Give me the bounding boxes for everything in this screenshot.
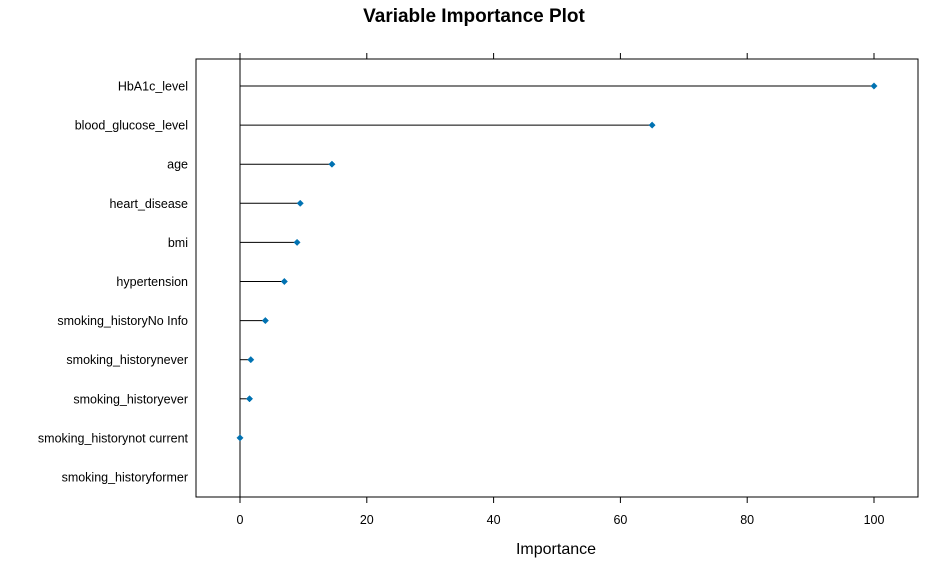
category-label-blood-glucose-level: blood_glucose_level (75, 119, 188, 133)
x-tick-label-40: 40 (487, 513, 501, 527)
point-hypertension (280, 277, 288, 286)
category-label-smoking-historyever: smoking_historyever (73, 392, 188, 406)
category-label-bmi: bmi (168, 236, 188, 250)
point-smoking-historynot-current (236, 434, 244, 442)
point-smoking-historyno-info (261, 317, 269, 325)
point-smoking-historynever (247, 356, 255, 364)
point-age (328, 160, 336, 168)
point-hba1c-level (870, 82, 878, 90)
chart-title: Variable Importance Plot (363, 6, 585, 27)
category-label-hba1c-level: HbA1c_level (118, 80, 188, 94)
point-smoking-historyever (245, 395, 254, 403)
x-tick-label-100: 100 (864, 513, 885, 527)
point-blood-glucose-level (648, 121, 656, 129)
x-tick-label-60: 60 (613, 513, 627, 527)
x-tick-label-20: 20 (360, 513, 374, 527)
category-label-smoking-historyformer: smoking_historyformer (62, 471, 188, 485)
lollipop-points (236, 82, 878, 442)
point-bmi (293, 238, 301, 246)
plot-frame (195, 58, 919, 498)
x-tick-label-0: 0 (237, 513, 244, 527)
x-tick-label-80: 80 (740, 513, 754, 527)
category-label-smoking-historynever: smoking_historynever (66, 353, 188, 367)
x-axis-ticks: 0 20 40 60 80 100 (237, 53, 885, 527)
category-label-smoking-historyno-info: smoking_historyNo Info (57, 314, 188, 328)
point-heart-disease (296, 199, 304, 207)
category-label-smoking-historynot-current: smoking_historynot current (38, 431, 189, 445)
x-axis-label: Importance (516, 541, 596, 558)
category-label-heart-disease: heart_disease (109, 197, 188, 211)
category-label-hypertension: hypertension (116, 275, 188, 289)
lollipop-stems (240, 85, 874, 400)
category-label-age: age (167, 158, 188, 172)
